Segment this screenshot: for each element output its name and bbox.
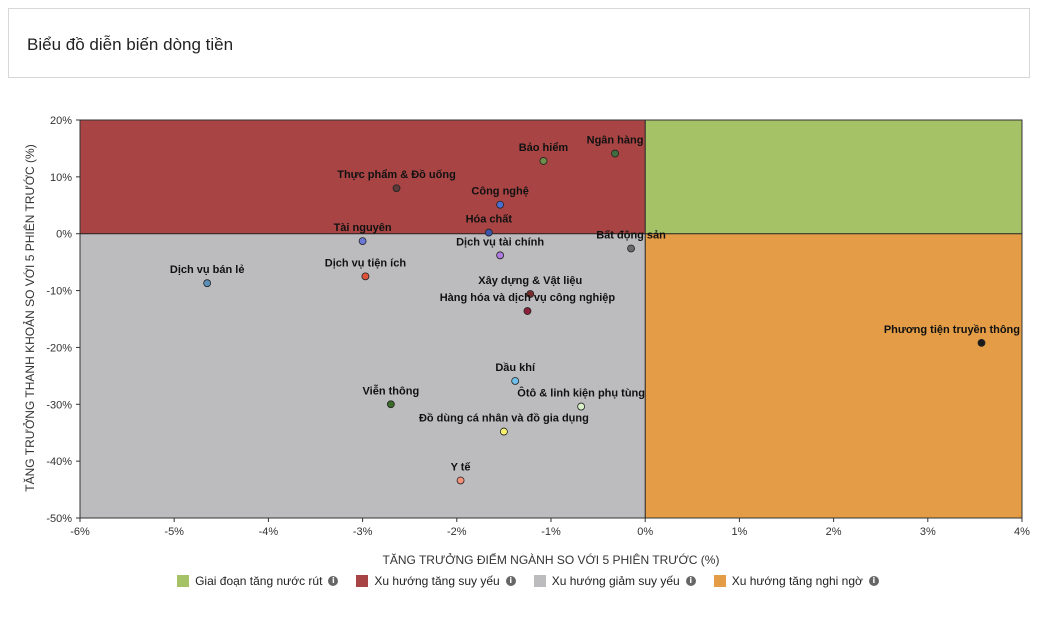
data-point[interactable] [526,290,535,298]
x-tick-label: 3% [920,526,936,538]
x-tick-label: -1% [541,526,561,538]
y-tick-label: -50% [46,513,72,525]
data-label: Y tế [451,461,472,473]
data-label: Xây dựng & Vật liệu [478,275,582,287]
data-point[interactable] [496,251,505,260]
data-point[interactable] [539,157,548,165]
y-tick-label: 10% [50,172,72,184]
quadrant-top-right [645,120,1022,234]
data-label: Ôtô & linh kiện phụ tùng [517,387,645,400]
legend-label: Giai đoạn tăng nước rút [195,574,323,588]
legend-swatch [713,575,726,587]
info-icon[interactable]: i [685,576,696,586]
data-point[interactable] [484,228,493,237]
data-label: Viễn thông [363,384,420,397]
data-point[interactable] [386,400,395,409]
y-tick-label: 0% [56,229,72,241]
x-tick-label: 4% [1014,526,1030,538]
scatter-chart: -6% -5% -4% -3% -2% -1% 0% 1% 2% 3% 4% 20% 10% 0% -10%… [22,115,1030,567]
data-label: Hàng hóa và dịch vụ công nghiệp [440,292,616,304]
data-point[interactable] [523,307,532,315]
y-tick-label: -40% [46,456,72,468]
quadrant-bottom-left [80,233,646,518]
data-label: Đồ dùng cá nhân và đồ gia dụng [419,413,589,425]
legend-swatch [533,575,546,587]
data-label: Dịch vụ bán lẻ [170,264,245,276]
data-point[interactable] [358,237,367,246]
x-axis-label: TĂNG TRƯỞNG ĐIỂM NGÀNH SO VỚI 5 PHIÊN TR… [383,552,720,567]
x-tick-label: -4% [259,526,279,538]
data-label: Dịch vụ tiện ích [325,257,407,269]
info-icon[interactable]: i [868,576,879,586]
data-point[interactable] [361,272,370,281]
x-tick-label: 1% [731,526,747,538]
data-point[interactable] [977,338,986,347]
chart-header-card: Biểu đồ diễn biến dòng tiền [8,8,1030,78]
info-icon[interactable]: i [505,576,516,586]
quadrant-top-left [80,120,646,234]
y-axis-label: TĂNG TRƯỞNG THANH KHOẢN SO VỚI 5 PHIÊN T… [22,144,37,491]
legend-item[interactable]: Xu hướng tăng nghi ngờ i [713,574,879,588]
data-label: Dầu khí [495,362,536,374]
page-title: Biểu đồ diễn biến dòng tiền [27,35,234,54]
x-tick-label: -5% [164,526,184,538]
legend-item[interactable]: Xu hướng giảm suy yếu i [533,574,696,588]
data-point[interactable] [456,476,465,485]
legend-item[interactable]: Giai đoạn tăng nước rút i [177,574,339,588]
data-point[interactable] [577,402,586,411]
y-tick-label: 20% [50,115,72,127]
info-icon[interactable]: i [328,576,339,586]
data-point[interactable] [511,377,520,385]
data-label: Dịch vụ tài chính [456,236,544,248]
x-tick-label: -6% [70,526,90,538]
data-point[interactable] [627,244,635,253]
data-label: Bất động sản [596,229,666,241]
data-point[interactable] [203,279,212,288]
data-label: Tài nguyên [334,222,392,234]
data-label: Công nghệ [471,186,528,198]
x-tick-label: -2% [447,526,467,538]
quadrant-bottom-right [645,233,1022,518]
legend-label: Xu hướng tăng nghi ngờ [731,574,863,588]
y-tick-label: -10% [46,286,72,298]
chart-legend: Giai đoạn tăng nước rút i Xu hướng tăng su… [0,574,1056,588]
data-point[interactable] [496,200,505,209]
data-label: Phương tiện truyền thông [884,324,1020,336]
data-label: Hóa chất [466,214,513,226]
legend-label: Xu hướng giảm suy yếu [551,574,680,588]
data-point[interactable] [499,427,508,436]
data-label: Bảo hiểm [519,142,569,154]
data-label: Ngân hàng [587,135,644,147]
x-tick-label: 0% [637,526,653,538]
data-point[interactable] [611,149,619,158]
x-tick-label: -3% [353,526,373,538]
x-tick-label: 2% [826,526,842,538]
data-label: Thực phẩm & Đồ uống [337,169,456,181]
data-point[interactable] [392,184,401,193]
legend-item[interactable]: Xu hướng tăng suy yếu i [356,574,516,588]
legend-swatch [356,575,369,587]
legend-swatch [177,575,190,587]
y-tick-label: -30% [46,399,72,411]
y-tick-label: -20% [46,342,72,354]
legend-label: Xu hướng tăng suy yếu [374,574,500,588]
